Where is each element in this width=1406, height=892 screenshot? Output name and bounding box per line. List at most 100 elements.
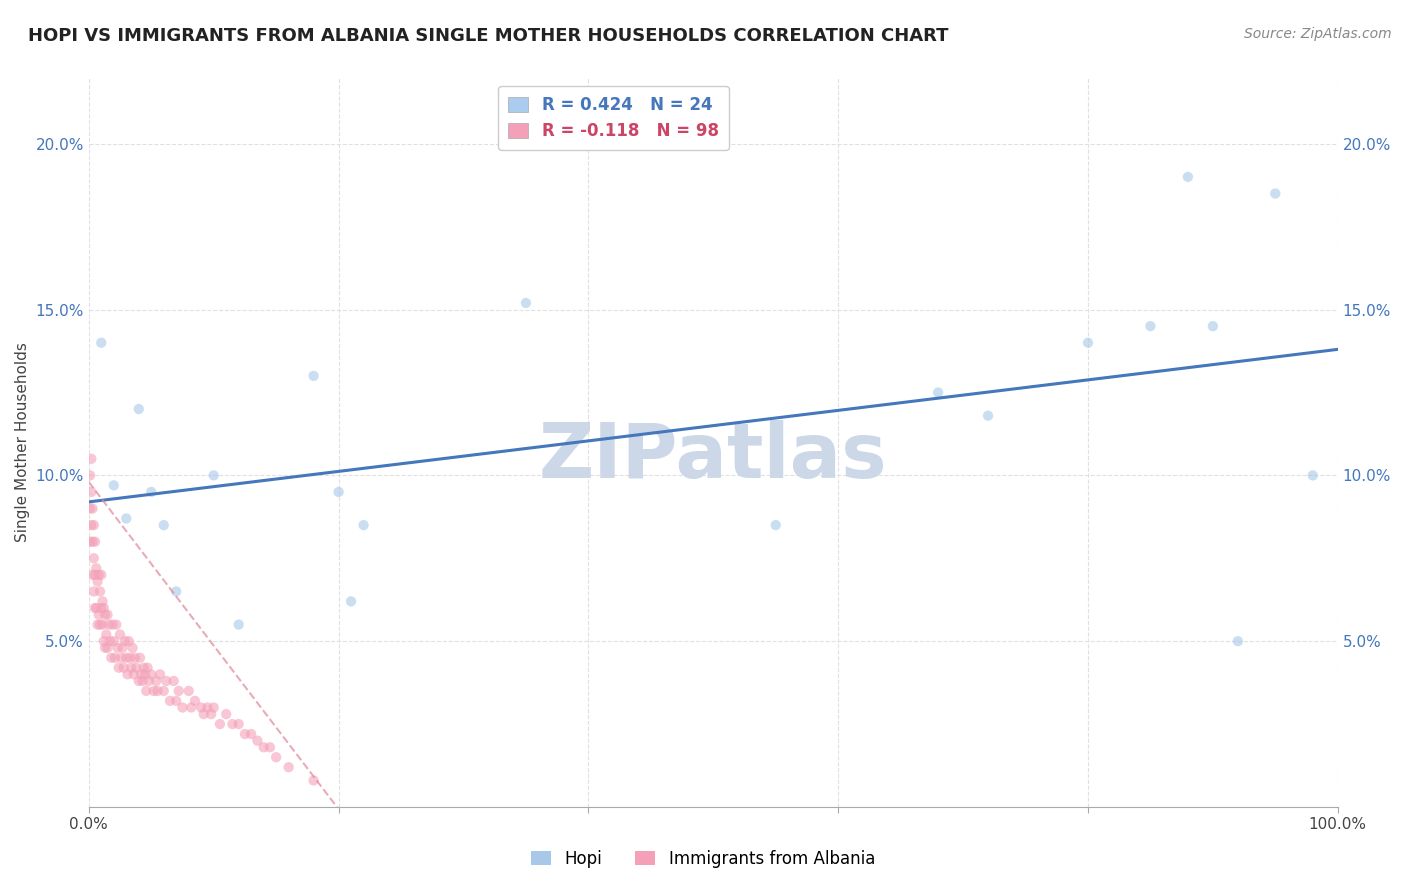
Point xyxy=(233,727,256,741)
Point xyxy=(132,661,155,675)
Point xyxy=(96,640,118,655)
Point xyxy=(172,700,194,714)
Point xyxy=(84,601,107,615)
Point xyxy=(1177,169,1199,184)
Point xyxy=(83,584,105,599)
Point xyxy=(167,684,190,698)
Point xyxy=(165,584,187,599)
Point xyxy=(328,485,350,500)
Point xyxy=(200,707,222,722)
Legend: Hopi, Immigrants from Albania: Hopi, Immigrants from Albania xyxy=(524,844,882,875)
Point xyxy=(82,534,104,549)
Point xyxy=(135,684,157,698)
Y-axis label: Single Mother Households: Single Mother Households xyxy=(15,343,30,542)
Point xyxy=(165,694,187,708)
Point xyxy=(277,760,299,774)
Point xyxy=(90,335,112,350)
Point xyxy=(193,707,215,722)
Point xyxy=(103,634,125,648)
Point xyxy=(142,684,165,698)
Point xyxy=(108,627,131,641)
Point xyxy=(103,478,125,492)
Point xyxy=(302,773,325,788)
Point xyxy=(977,409,1000,423)
Point xyxy=(353,518,375,533)
Point xyxy=(82,501,104,516)
Point xyxy=(228,717,250,731)
Point xyxy=(131,673,153,688)
Point xyxy=(180,700,202,714)
Point xyxy=(83,551,105,566)
Point xyxy=(765,518,787,533)
Point xyxy=(104,650,127,665)
Point xyxy=(253,740,276,755)
Point xyxy=(115,650,138,665)
Point xyxy=(89,584,111,599)
Point xyxy=(96,607,118,622)
Point xyxy=(202,468,225,483)
Point xyxy=(94,640,117,655)
Point xyxy=(1139,319,1161,334)
Point xyxy=(141,485,163,500)
Point xyxy=(302,368,325,383)
Point xyxy=(1264,186,1286,201)
Point xyxy=(221,717,243,731)
Point xyxy=(86,574,108,589)
Point xyxy=(177,684,200,698)
Point xyxy=(96,627,118,641)
Point xyxy=(122,667,145,681)
Point xyxy=(90,567,112,582)
Point xyxy=(112,661,135,675)
Point xyxy=(124,650,146,665)
Point xyxy=(98,634,121,648)
Point xyxy=(93,601,115,615)
Point xyxy=(80,451,103,466)
Point xyxy=(114,634,136,648)
Point xyxy=(82,567,104,582)
Point xyxy=(138,673,160,688)
Point xyxy=(87,567,110,582)
Point xyxy=(152,518,174,533)
Point xyxy=(340,594,363,608)
Legend: R = 0.424   N = 24, R = -0.118   N = 98: R = 0.424 N = 24, R = -0.118 N = 98 xyxy=(498,86,728,150)
Point xyxy=(125,661,148,675)
Point xyxy=(1226,634,1249,648)
Point xyxy=(927,385,949,400)
Point xyxy=(80,518,103,533)
Point xyxy=(134,667,156,681)
Point xyxy=(146,684,169,698)
Point xyxy=(128,402,150,417)
Point xyxy=(79,534,101,549)
Point xyxy=(184,694,207,708)
Point xyxy=(94,607,117,622)
Text: HOPI VS IMMIGRANTS FROM ALBANIA SINGLE MOTHER HOUSEHOLDS CORRELATION CHART: HOPI VS IMMIGRANTS FROM ALBANIA SINGLE M… xyxy=(28,27,949,45)
Point xyxy=(89,617,111,632)
Point xyxy=(202,700,225,714)
Point xyxy=(107,640,129,655)
Point xyxy=(107,661,129,675)
Point xyxy=(100,650,122,665)
Point xyxy=(118,634,141,648)
Point xyxy=(141,667,163,681)
Point xyxy=(228,617,250,632)
Point xyxy=(79,501,101,516)
Point xyxy=(84,601,107,615)
Point xyxy=(84,567,107,582)
Point xyxy=(105,617,128,632)
Point xyxy=(246,733,269,747)
Point xyxy=(163,673,186,688)
Point xyxy=(264,750,287,764)
Point xyxy=(86,617,108,632)
Point xyxy=(84,561,107,575)
Point xyxy=(152,684,174,698)
Point xyxy=(149,667,172,681)
Point xyxy=(129,667,152,681)
Point xyxy=(159,694,181,708)
Point xyxy=(118,650,141,665)
Point xyxy=(87,607,110,622)
Point xyxy=(90,601,112,615)
Point xyxy=(83,518,105,533)
Point xyxy=(120,661,142,675)
Point xyxy=(84,534,107,549)
Point xyxy=(128,673,150,688)
